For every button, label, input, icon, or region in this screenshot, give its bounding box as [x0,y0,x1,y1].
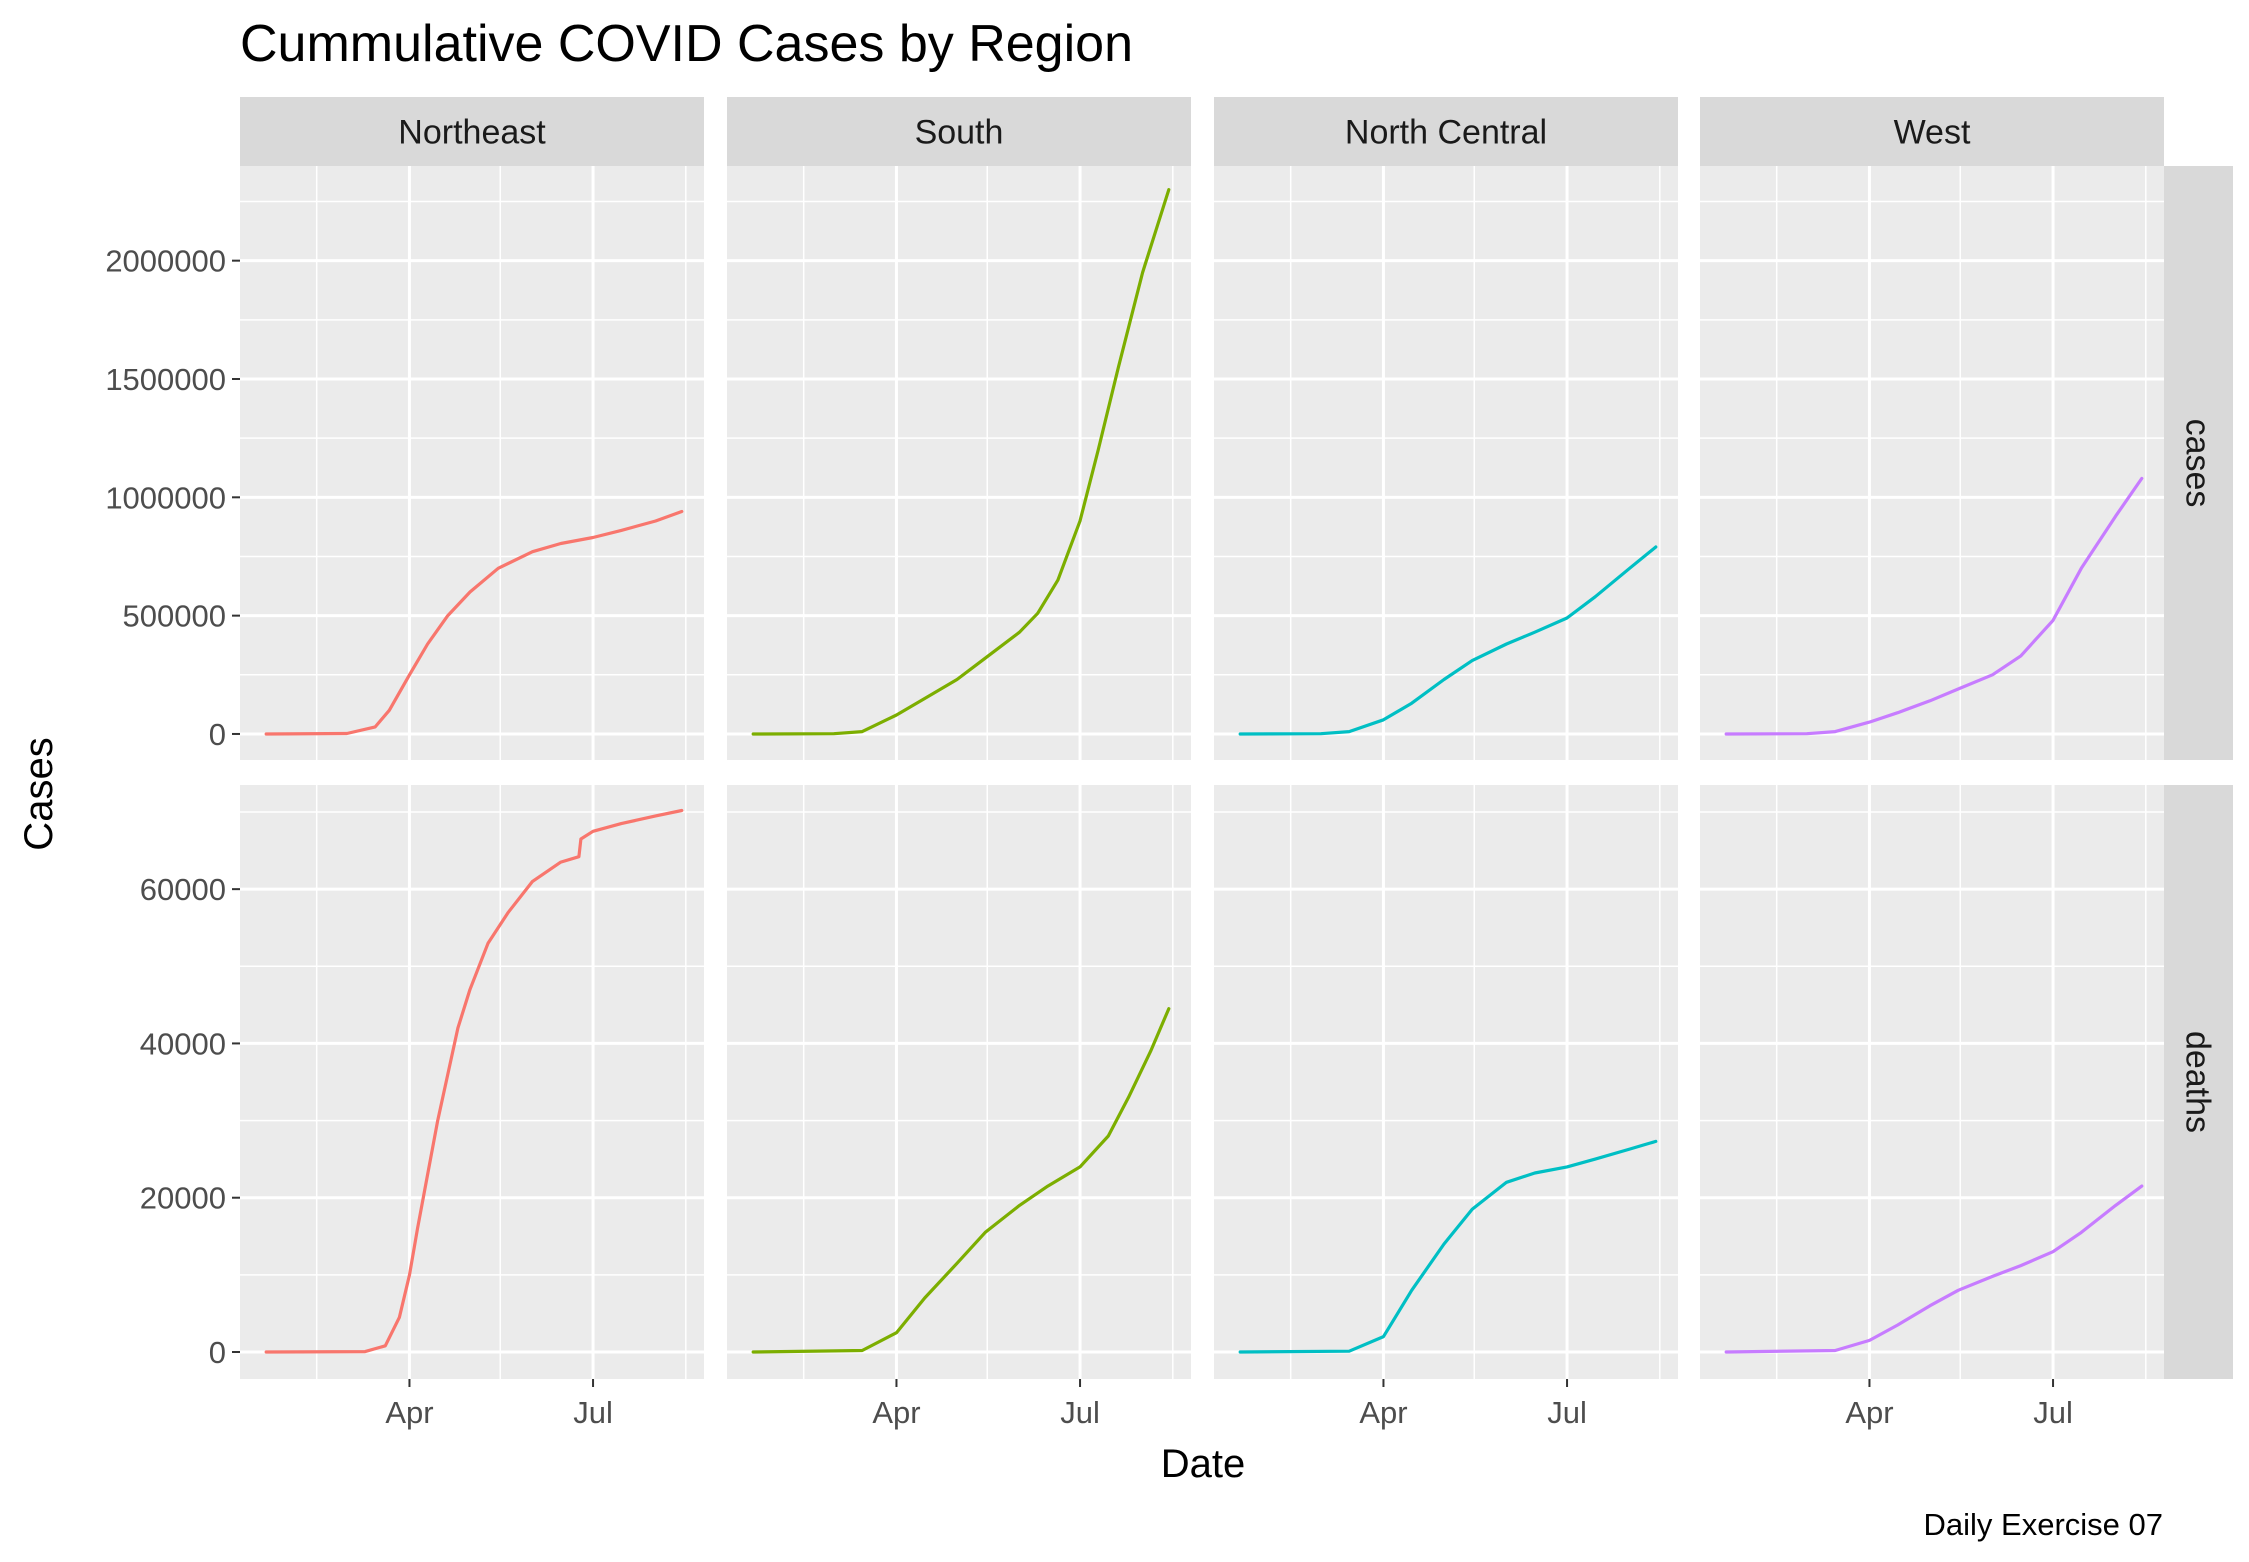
facet-strip-label: South [915,114,1004,152]
x-tick-label: Apr [1359,1395,1407,1430]
series-line-west-cases [1724,476,2144,736]
y-tick-label: 1500000 [105,362,226,397]
series-line-south-deaths [751,1007,1171,1354]
row-strip-0 [2164,166,2233,760]
y-tick-label: 2000000 [105,244,226,279]
y-tick-label: 40000 [140,1026,226,1061]
facet-strip-label: West [1894,114,1971,152]
series-line-north-central-cases [1238,545,1658,736]
panel-background [1214,166,1678,760]
facet-strip-1 [727,97,1191,166]
x-tick-label: Apr [1845,1395,1893,1430]
x-tick-label: Jul [2033,1395,2073,1430]
series-line-west-deaths [1724,1184,2144,1354]
panel-background [727,166,1191,760]
panel-background [727,785,1191,1379]
chart-title: Cummulative COVID Cases by Region [240,15,1133,73]
y-tick-label: 60000 [140,872,226,907]
facet-strip-2 [1214,97,1678,166]
panel-background [1700,166,2164,760]
facet-strip-label: Northeast [398,114,546,152]
x-tick-label: Jul [573,1395,613,1430]
y-tick-label: 500000 [123,599,226,634]
y-tick-label: 0 [209,1335,226,1370]
facet-strip-3 [1700,97,2164,166]
x-tick-label: Jul [1060,1395,1100,1430]
row-strip-1 [2164,785,2233,1379]
panel-background [240,166,704,760]
chart-caption: Daily Exercise 07 [1924,1507,2163,1542]
series-line-south-cases [751,188,1171,736]
facet-strip-0 [240,97,704,166]
x-tick-label: Apr [385,1395,433,1430]
y-tick-label: 1000000 [105,480,226,515]
row-strip-label: cases [2179,419,2217,508]
x-tick-label: Jul [1547,1395,1587,1430]
facet-strip-label: North Central [1345,114,1547,152]
series-line-northeast-cases [264,509,684,736]
panel-background [1214,785,1678,1379]
panel-background [240,785,704,1379]
y-tick-label: 0 [209,717,226,752]
y-axis-title: Cases [17,737,61,850]
x-tick-label: Apr [872,1395,920,1430]
panel-grid: Northeast South North Central West cases deat… [105,97,2233,1430]
series-line-north-central-deaths [1238,1139,1658,1354]
y-tick-label: 20000 [140,1181,226,1216]
series-line-northeast-deaths [264,808,684,1354]
x-axis-title: Date [1161,1442,1246,1486]
panel-background [1700,785,2164,1379]
row-strip-label: deaths [2179,1031,2217,1133]
